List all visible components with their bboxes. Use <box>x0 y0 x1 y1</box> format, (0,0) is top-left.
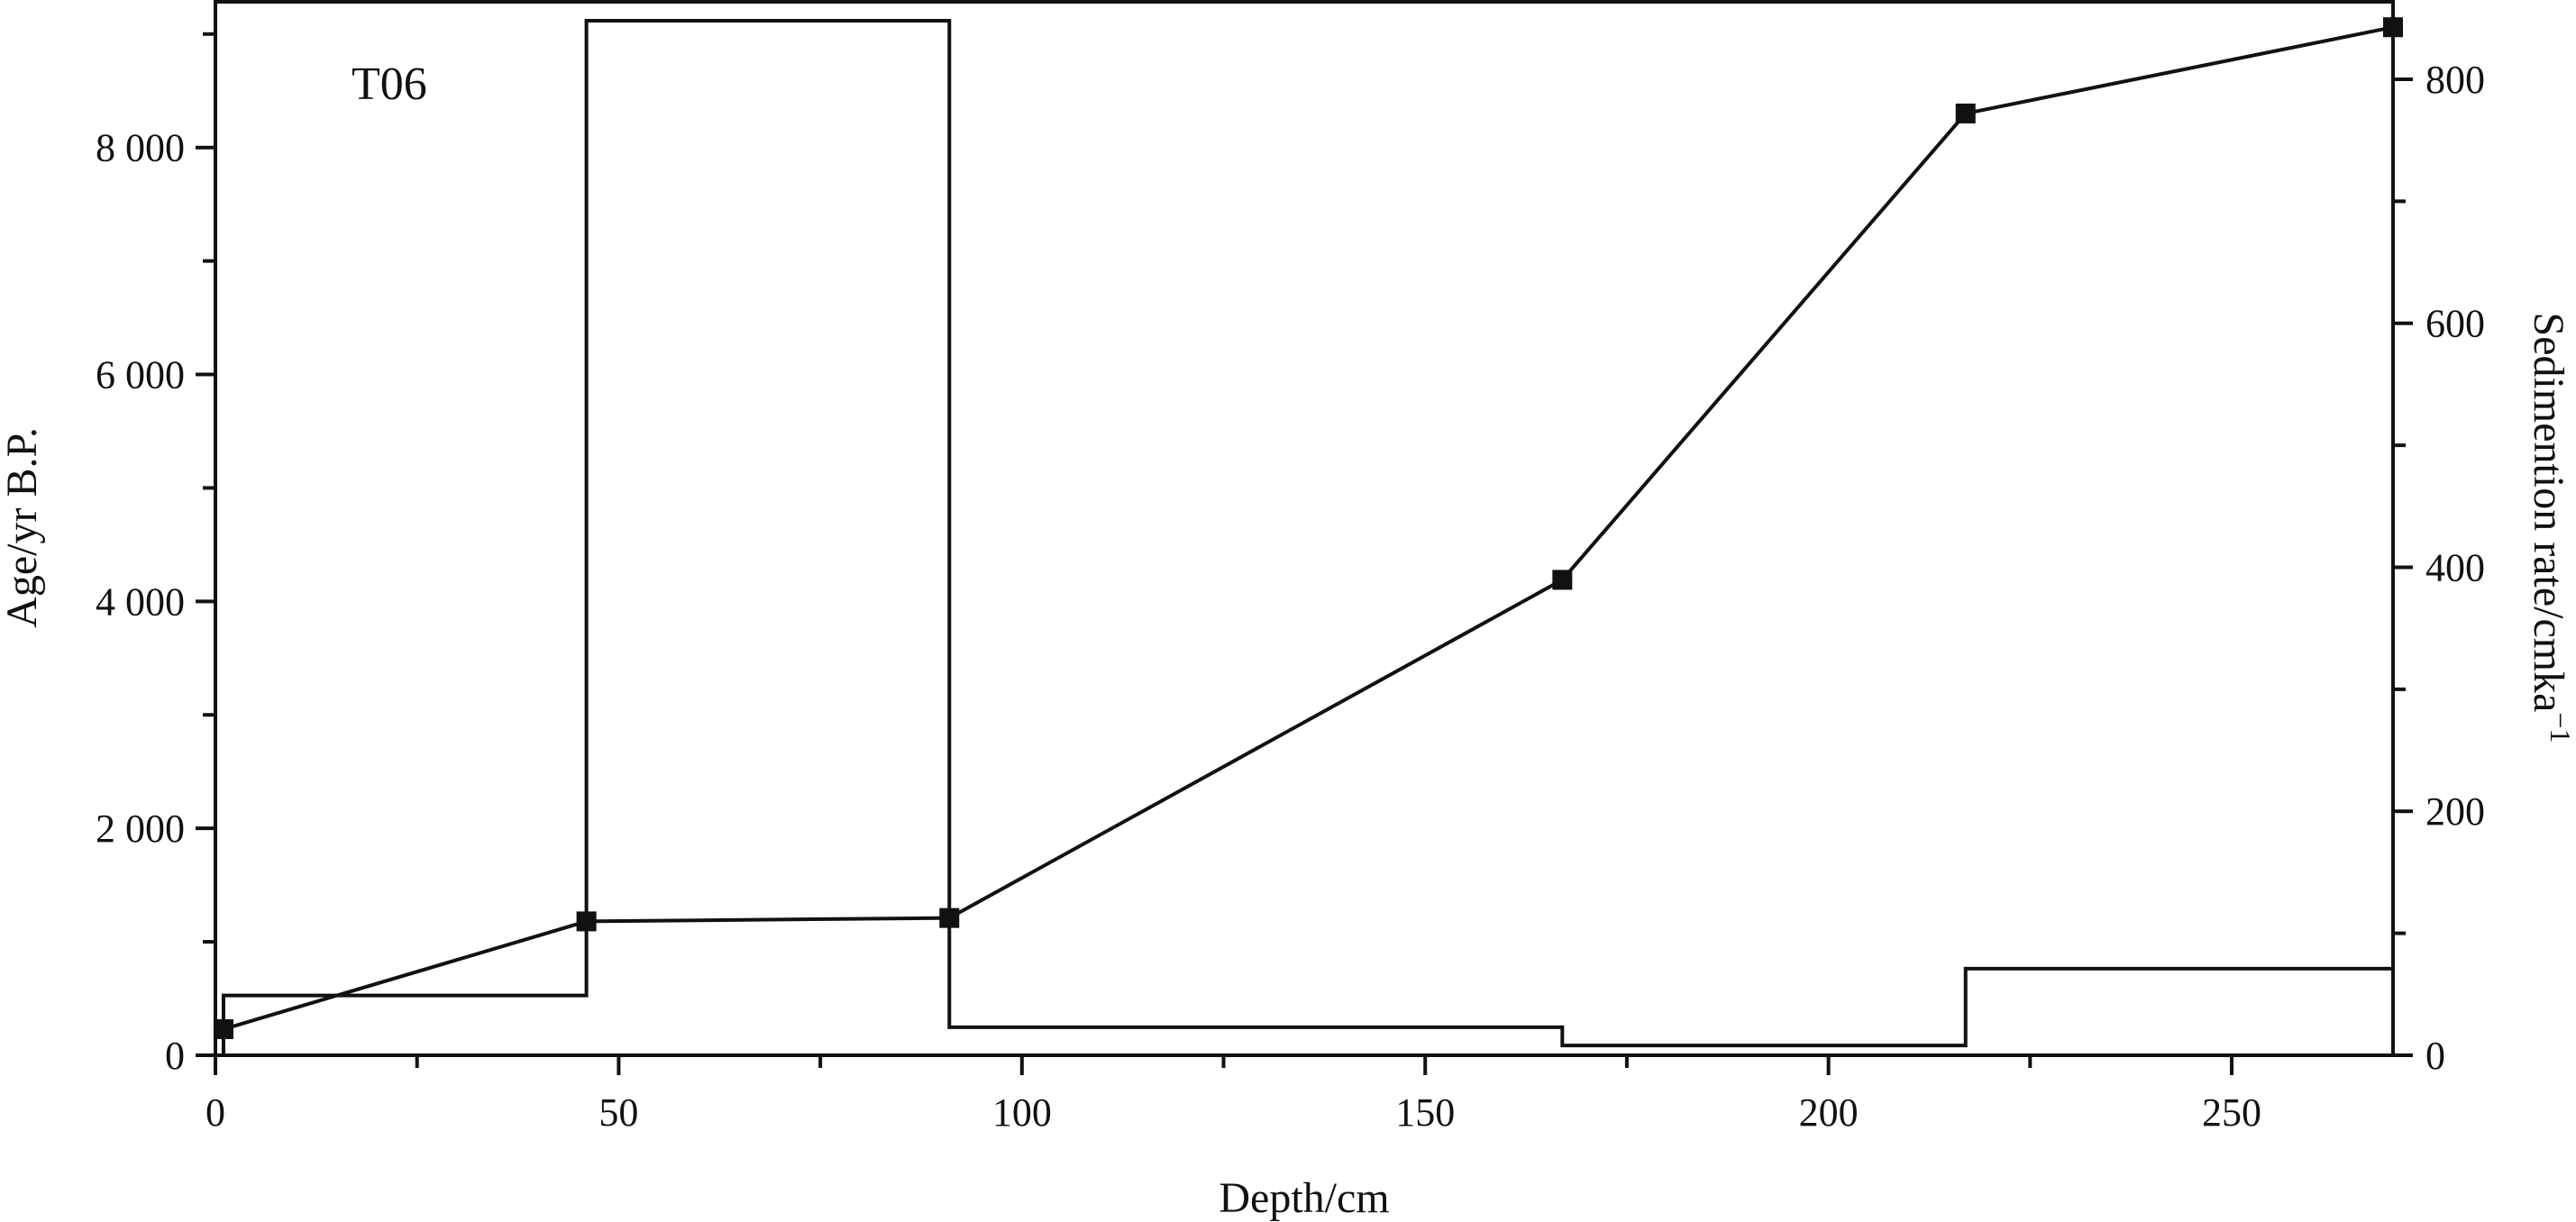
y-left-tick-label: 8 000 <box>96 126 185 170</box>
age-data-point <box>2383 17 2403 38</box>
y-right-axis-title-superscript: −1 <box>2544 712 2576 743</box>
y-right-tick-label: 0 <box>2425 1034 2445 1078</box>
x-tick-label: 50 <box>598 1090 638 1135</box>
y-right-axis-title-text: Sedimention rate/cmka <box>2525 313 2572 713</box>
y-left-axis-title: Age/yr B.P. <box>0 427 46 628</box>
age-data-point <box>1552 570 1573 590</box>
y-right-tick-label: 400 <box>2425 545 2485 589</box>
age-data-point <box>576 911 597 932</box>
plot-frame <box>214 0 2395 1057</box>
x-tick-label: 200 <box>1799 1090 1859 1135</box>
y-right-axis-title: Sedimention rate/cmka−1 <box>2525 313 2576 743</box>
x-tick-label: 100 <box>992 1090 1052 1135</box>
x-tick-label: 250 <box>2202 1090 2261 1135</box>
age-data-point <box>939 907 960 928</box>
y-left-tick-label: 2 000 <box>96 807 185 851</box>
panel-label: T06 <box>352 59 427 110</box>
y-left-tick-label: 4 000 <box>96 579 185 624</box>
age-data-point <box>1955 103 1976 123</box>
x-axis-title: Depth/cm <box>1219 1174 1389 1222</box>
x-tick-label: 0 <box>206 1090 225 1135</box>
y-right-tick-label: 600 <box>2425 302 2485 346</box>
age-data-point <box>213 1019 233 1040</box>
y-left-tick-label: 0 <box>165 1034 185 1078</box>
sedimentation-rate-step-line <box>221 19 2393 1055</box>
y-right-tick-label: 800 <box>2425 58 2485 102</box>
x-tick-label: 150 <box>1395 1090 1455 1135</box>
y-right-tick-label: 200 <box>2425 789 2485 834</box>
y-left-tick-label: 6 000 <box>96 353 185 397</box>
age-depth-line <box>223 25 2394 1031</box>
